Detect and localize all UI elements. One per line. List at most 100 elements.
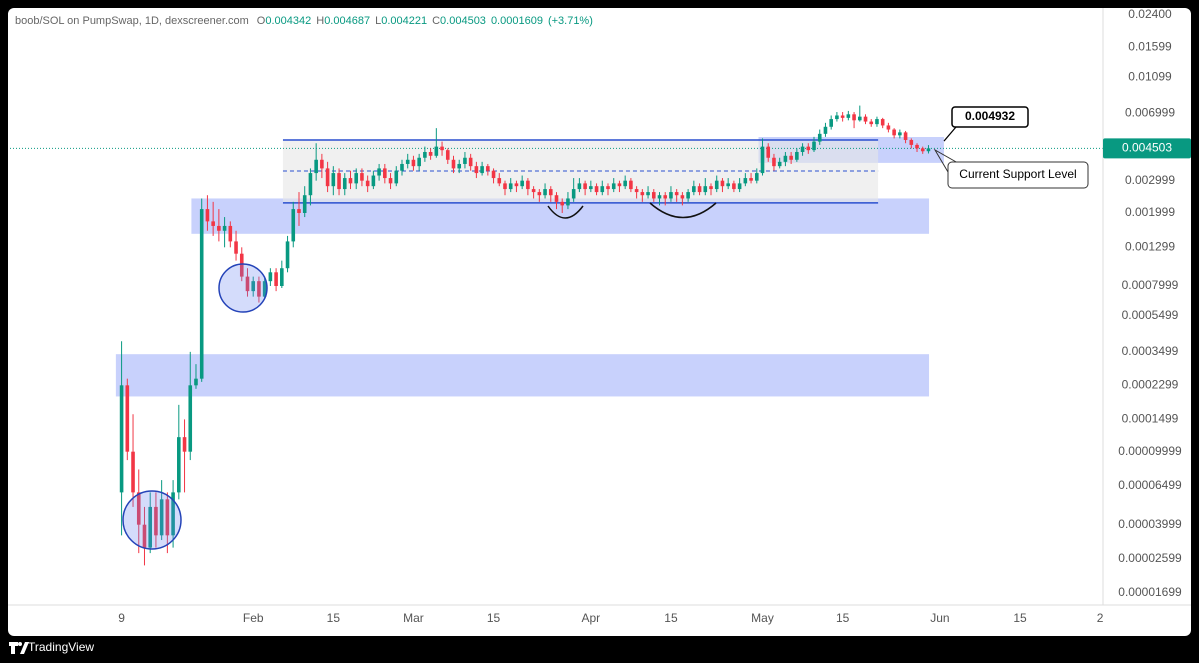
candle-body [308, 173, 313, 196]
candle-body [709, 186, 713, 190]
candle-body [199, 209, 204, 379]
candle-body [377, 168, 381, 176]
candle-body [577, 183, 582, 190]
y-tick-label: 0.00009999 [1118, 444, 1182, 458]
candle-body [503, 183, 507, 190]
chart-header: boob/SOL on PumpSwap, 1D, dexscreener.co… [15, 15, 598, 27]
candle-body [182, 437, 187, 452]
candle-body [388, 178, 393, 184]
candle-body [211, 221, 215, 226]
candle-body [571, 189, 576, 199]
candle-body [835, 115, 839, 120]
candle-body [463, 157, 467, 164]
candle-body [903, 132, 908, 140]
candle-body [703, 186, 708, 193]
ohlc-value: 0.004687 [324, 15, 371, 27]
candle-body [239, 253, 244, 277]
callout-pointer [933, 148, 959, 173]
candle-body [205, 209, 210, 222]
candle-body [651, 192, 656, 199]
x-tick-label: 15 [1013, 611, 1027, 625]
pattern-arc [547, 205, 584, 219]
candle-body [171, 492, 175, 536]
candle-body [594, 186, 599, 193]
candle-body [537, 192, 542, 196]
y-tick-label: 0.002999 [1125, 173, 1175, 187]
candle-body [543, 189, 547, 196]
candle-body [394, 170, 399, 184]
candle-body [354, 173, 359, 184]
y-tick-label: 0.0002299 [1122, 378, 1179, 392]
candle-body [583, 183, 587, 190]
candle-body [646, 192, 650, 196]
y-tick-label: 0.0007999 [1122, 278, 1179, 292]
x-tick-label: 15 [327, 611, 341, 625]
branding: TradingView [28, 640, 94, 654]
candle-body [297, 209, 301, 213]
y-tick-label: 0.0003499 [1122, 344, 1179, 358]
candle-body [915, 144, 919, 149]
candle-body [714, 180, 719, 190]
candle-body [766, 146, 771, 158]
candle-body [892, 129, 896, 136]
x-tick-label: 2 [1097, 611, 1104, 625]
x-tick-label: Jun [930, 611, 949, 625]
candle-body [772, 157, 776, 167]
last-price-box [1103, 138, 1191, 159]
candle-body [669, 192, 673, 199]
candle-body [617, 183, 622, 187]
candle-body [857, 116, 862, 121]
candle-body [589, 186, 593, 190]
candle-body [142, 524, 147, 548]
candle-body [274, 272, 278, 286]
candle-body [325, 168, 330, 187]
y-tick-label: 0.001999 [1125, 205, 1175, 219]
callout-price: 0.004932 [965, 109, 1015, 123]
x-tick-label: Apr [581, 611, 600, 625]
candle-body [840, 115, 845, 118]
candle-body [623, 180, 627, 187]
y-tick-label: 0.0001499 [1122, 412, 1179, 426]
candle-body [474, 166, 479, 174]
symbol: boob/SOL on PumpSwap, 1D, dexscreener.co… [15, 15, 249, 27]
candle-body [806, 146, 811, 151]
candle-body [926, 148, 931, 152]
candle-body [829, 119, 833, 127]
candle-body [457, 163, 462, 169]
candle-body [302, 195, 307, 213]
candle-body [531, 189, 536, 193]
candle-body [846, 114, 851, 118]
candle-body [371, 175, 376, 187]
ohlc-key: L [375, 15, 382, 27]
candle-body [491, 170, 496, 179]
ohlc-key: O [256, 15, 266, 27]
candle-body [548, 189, 553, 196]
candle-body [508, 183, 513, 190]
candle-body [795, 151, 799, 160]
candle-body [674, 192, 679, 196]
candle-body [468, 157, 473, 167]
candle-body [869, 121, 874, 125]
candle-body [177, 437, 181, 493]
candle-body [732, 183, 736, 190]
ohlc-value: 0.004221 [381, 15, 428, 27]
candle-body [663, 195, 668, 199]
candle-body [383, 168, 387, 179]
x-tick-label: 15 [487, 611, 501, 625]
candle-body [812, 141, 816, 151]
candle-body [222, 225, 227, 231]
last-price-label: 0.004503 [1122, 140, 1172, 154]
candle-body [188, 385, 193, 452]
candle-body [342, 178, 347, 190]
candle-body [486, 166, 490, 171]
callout-pointer [943, 126, 957, 142]
candle-body [291, 209, 296, 242]
candle-body [194, 378, 198, 386]
candle-body [423, 151, 427, 158]
candle-body [692, 186, 696, 193]
y-tick-label: 0.006999 [1125, 105, 1175, 119]
plot-area [10, 105, 1103, 566]
candle-body [360, 173, 364, 181]
candle-body [800, 146, 805, 152]
